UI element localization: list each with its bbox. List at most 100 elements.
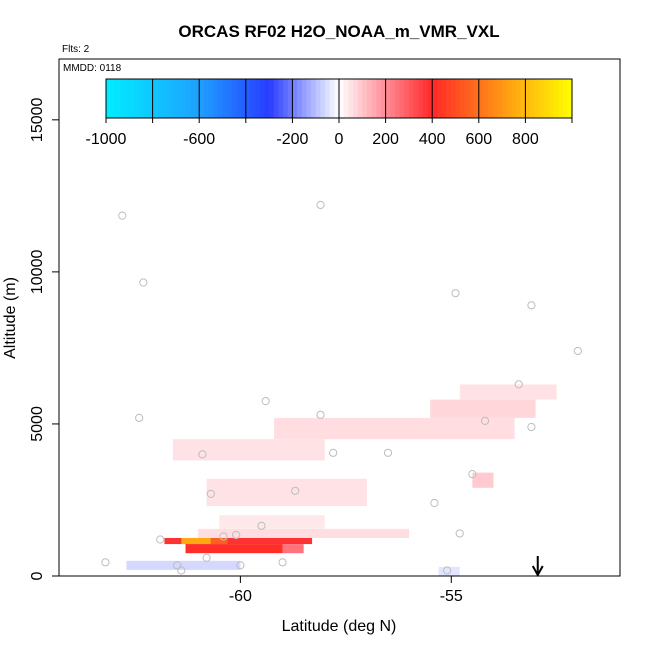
legend-swatch — [376, 79, 382, 118]
legend-swatch — [194, 79, 200, 118]
legend-swatch — [171, 79, 177, 118]
legend-swatch — [450, 79, 457, 118]
legend-tick-label: -600 — [183, 131, 215, 148]
sample-point — [527, 301, 536, 310]
legend-swatch — [119, 79, 126, 118]
legend-swatch — [366, 79, 373, 118]
legend-swatch — [404, 79, 410, 118]
sample-point — [527, 422, 536, 432]
legend-swatch — [371, 79, 377, 118]
sample-point — [177, 566, 186, 575]
legend-tick-label: 600 — [465, 131, 492, 148]
legend-swatch — [558, 79, 564, 118]
heatmap-cell — [274, 417, 515, 440]
flights-label: Flts: 2 — [62, 44, 90, 55]
legend-swatch — [464, 79, 471, 118]
legend-tick-label: 800 — [512, 131, 539, 148]
sample-point — [451, 289, 460, 298]
legend-swatch — [203, 79, 210, 118]
y-tick-label: 0 — [29, 571, 46, 580]
legend-swatch — [469, 79, 475, 118]
legend-swatch — [530, 79, 536, 118]
legend-swatch — [278, 79, 284, 118]
sample-point — [135, 413, 144, 422]
legend-swatch — [492, 79, 499, 118]
sample-point — [291, 486, 300, 495]
legend-swatch — [106, 79, 112, 118]
legend-swatch — [264, 79, 270, 118]
legend-swatch — [231, 79, 238, 118]
legend-swatch — [329, 79, 335, 118]
legend-swatch — [143, 79, 149, 118]
heatmap-cell — [282, 544, 304, 554]
legend-swatch — [441, 79, 447, 118]
sample-point — [316, 410, 325, 419]
sample-point — [206, 489, 215, 498]
sample-point — [573, 346, 582, 356]
legend-swatch — [418, 79, 424, 118]
legend-swatch — [180, 79, 186, 118]
heatmap-cell — [126, 560, 241, 570]
sample-point — [468, 470, 477, 479]
legend-swatch — [189, 79, 196, 118]
legend-swatch — [152, 79, 158, 118]
x-axis-label: Latitude (deg N) — [282, 618, 397, 635]
legend-swatch — [110, 79, 116, 118]
sample-point — [101, 558, 110, 567]
legend-swatch — [269, 79, 275, 118]
arrow-head-icon — [531, 565, 544, 578]
legend-swatch — [478, 79, 485, 118]
plot-frame — [58, 58, 621, 577]
heatmap-cell — [430, 399, 536, 418]
legend-swatch — [255, 79, 261, 118]
sample-point — [316, 200, 325, 210]
legend-swatch — [497, 79, 503, 118]
legend-swatch — [352, 79, 359, 118]
legend-swatch — [166, 79, 172, 118]
legend-swatch — [455, 79, 461, 118]
legend-swatch — [483, 79, 489, 118]
legend-swatch — [217, 79, 224, 118]
legend-swatch — [427, 79, 433, 118]
sample-point — [118, 211, 127, 220]
legend-swatch — [343, 79, 349, 118]
heatmap-cell — [164, 537, 313, 545]
chart-title: ORCAS RF02 H2O_NOAA_m_VMR_VXL — [178, 22, 499, 41]
legend-swatch — [548, 79, 554, 118]
legend-swatch — [185, 79, 191, 118]
legend-swatch — [124, 79, 130, 118]
sample-point — [278, 558, 287, 567]
legend-swatch — [301, 79, 307, 118]
legend-swatch — [460, 79, 466, 118]
sample-point — [455, 529, 464, 538]
legend-swatch — [516, 79, 522, 118]
legend-swatch — [297, 79, 303, 118]
sample-point — [236, 561, 245, 570]
y-tick-label: 5000 — [29, 406, 46, 442]
legend-swatch — [199, 79, 205, 118]
legend-swatch — [315, 79, 321, 118]
legend-swatch — [292, 79, 298, 118]
sample-point — [329, 448, 338, 457]
legend-swatch — [553, 79, 559, 118]
sample-point — [383, 448, 393, 457]
date-label: MMDD: 0118 — [63, 63, 122, 74]
legend-swatch — [380, 79, 387, 118]
sample-point — [257, 521, 266, 530]
sample-point — [198, 450, 207, 459]
legend-swatch — [506, 79, 513, 118]
legend-swatch — [311, 79, 317, 118]
legend-swatch — [534, 79, 540, 118]
legend-swatch — [273, 79, 280, 118]
legend-swatch — [245, 79, 252, 118]
y-tick-label: 10000 — [29, 250, 46, 295]
heatmap-cell — [172, 439, 325, 461]
sample-point — [514, 380, 523, 389]
legend-swatch — [250, 79, 256, 118]
legend-swatch — [241, 79, 247, 118]
legend-swatch — [544, 79, 550, 118]
plot-area — [101, 200, 582, 578]
legend-swatch — [422, 79, 429, 118]
legend-swatch — [339, 79, 345, 118]
sample-point — [232, 530, 241, 540]
